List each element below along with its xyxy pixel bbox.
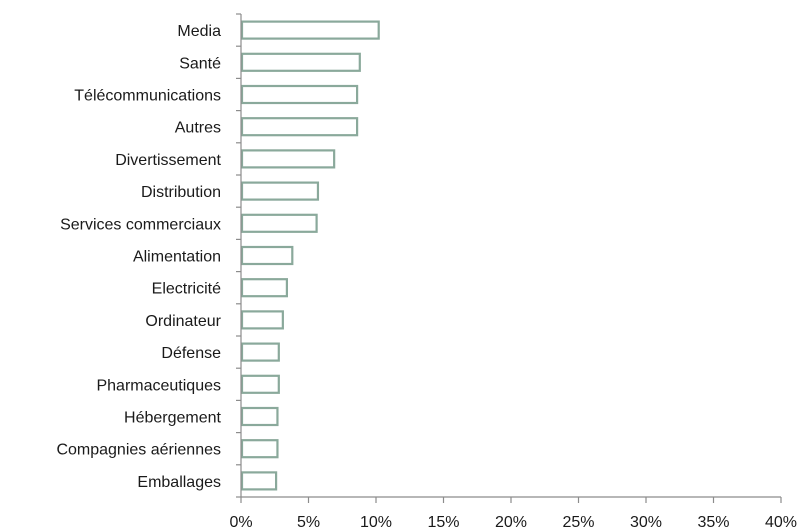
bar bbox=[240, 181, 320, 201]
category-label: Autres bbox=[175, 120, 221, 137]
x-tick-label: 20% bbox=[495, 514, 527, 531]
bar bbox=[240, 310, 284, 330]
bar bbox=[240, 439, 279, 459]
x-tick-label: 10% bbox=[360, 514, 392, 531]
category-label: Télécommunications bbox=[74, 88, 221, 105]
bar bbox=[240, 245, 294, 266]
x-tick-label: 40% bbox=[765, 514, 797, 531]
category-label: Emballages bbox=[137, 474, 221, 491]
x-tick-label: 35% bbox=[697, 514, 729, 531]
category-label: Hébergement bbox=[124, 410, 222, 427]
bar bbox=[240, 117, 359, 137]
x-tick-label: 25% bbox=[562, 514, 594, 531]
bar bbox=[240, 406, 279, 427]
x-tick-label: 5% bbox=[297, 514, 320, 531]
bar bbox=[240, 84, 359, 105]
category-label: Media bbox=[177, 23, 221, 40]
bar bbox=[240, 213, 318, 233]
category-label: Divertissement bbox=[115, 152, 221, 169]
bars bbox=[240, 20, 380, 491]
category-label: Electricité bbox=[152, 281, 221, 298]
bar bbox=[240, 342, 280, 362]
bar bbox=[240, 374, 280, 394]
category-label: Compagnies aériennes bbox=[56, 442, 221, 459]
category-label: Alimentation bbox=[133, 249, 221, 266]
category-label: Services commerciaux bbox=[60, 216, 221, 233]
category-label: Ordinateur bbox=[145, 313, 221, 330]
bar bbox=[240, 471, 278, 491]
bar bbox=[240, 20, 380, 40]
x-axis-ticks bbox=[240, 497, 782, 503]
category-labels: Media Santé Télécommunications Autres Divert… bbox=[56, 23, 221, 491]
x-tick-label: 0% bbox=[229, 514, 252, 531]
category-label: Pharmaceutiques bbox=[96, 377, 221, 394]
bar bbox=[240, 149, 336, 169]
category-label: Défense bbox=[161, 345, 221, 362]
x-tick-label: 30% bbox=[630, 514, 662, 531]
category-label: Santé bbox=[179, 55, 221, 72]
y-axis-ticks bbox=[236, 13, 241, 498]
bar bbox=[240, 278, 289, 298]
x-tick-label: 15% bbox=[427, 514, 459, 531]
bar bbox=[240, 52, 361, 72]
category-label: Distribution bbox=[141, 184, 221, 201]
x-tick-labels: 0% 5% 10% 15% 20% 25% 30% 35% 40% bbox=[229, 514, 797, 531]
